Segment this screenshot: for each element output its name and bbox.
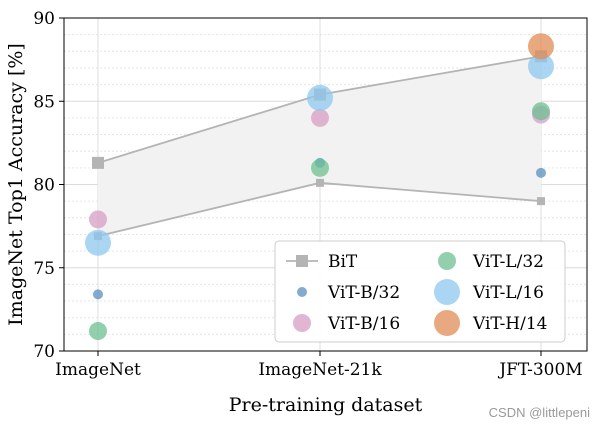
y-tick-label: 75 <box>33 259 55 279</box>
legend-label: ViT-L/16 <box>472 283 544 303</box>
legend-label: ViT-B/16 <box>327 314 400 334</box>
data-points <box>85 33 554 341</box>
point-vit-l-16 <box>528 53 554 80</box>
legend-box <box>274 240 566 343</box>
legend-entry: BiT <box>286 252 358 272</box>
point-vit-l-32 <box>89 322 107 341</box>
point-vit-b-16 <box>311 108 329 127</box>
point-vit-l-32 <box>311 158 329 177</box>
bit-lower-marker <box>537 197 545 206</box>
point-vit-b-32 <box>536 167 546 178</box>
y-tick-label: 85 <box>33 92 55 112</box>
y-tick-label: 70 <box>33 342 55 362</box>
x-axis-label: Pre-training dataset <box>229 394 423 416</box>
x-tick-label: ImageNet-21k <box>258 360 382 380</box>
point-vit-b-32 <box>93 289 103 300</box>
x-tick-label: ImageNet <box>55 360 141 380</box>
watermark-text: CSDN @littlepeni <box>489 405 590 420</box>
point-vit-b-16 <box>89 210 107 229</box>
legend-entry: ViT-L/32 <box>438 252 544 272</box>
x-tick-label: JFT-300M <box>497 360 582 380</box>
legend-label: BiT <box>328 252 358 272</box>
y-tick-label: 90 <box>33 9 55 29</box>
legend-entry: ViT-B/32 <box>297 283 400 303</box>
legend-label: ViT-H/14 <box>472 314 548 334</box>
legend-label: ViT-L/32 <box>472 252 544 272</box>
legend-entry: ViT-B/16 <box>293 314 400 334</box>
bit-lower-marker <box>316 178 324 187</box>
legend-marker <box>293 314 311 332</box>
legend-entry: ViT-L/16 <box>434 279 544 305</box>
legend-label: ViT-B/32 <box>327 283 400 303</box>
legend-bit-marker <box>296 255 308 267</box>
point-vit-l-16 <box>85 229 111 256</box>
y-axis-label: ImageNet Top1 Accuracy [%] <box>5 43 27 326</box>
bit-upper-marker <box>92 156 104 169</box>
legend-entry: ViT-H/14 <box>434 310 548 336</box>
legend-marker <box>434 279 460 305</box>
legend: BiT ViT-B/32 ViT-B/16 ViT-L/32 ViT-L/16 ViT-H… <box>274 240 566 343</box>
point-vit-l-32 <box>532 102 550 121</box>
legend-marker <box>297 287 307 297</box>
legend-marker <box>434 310 460 336</box>
point-vit-h-14 <box>528 33 554 60</box>
axis-ticks: 70 75 80 85 90 ImageNet ImageNet-21k JFT-300M <box>33 9 582 380</box>
legend-marker <box>438 252 456 270</box>
y-tick-label: 80 <box>33 176 55 196</box>
point-vit-l-16 <box>307 84 333 111</box>
